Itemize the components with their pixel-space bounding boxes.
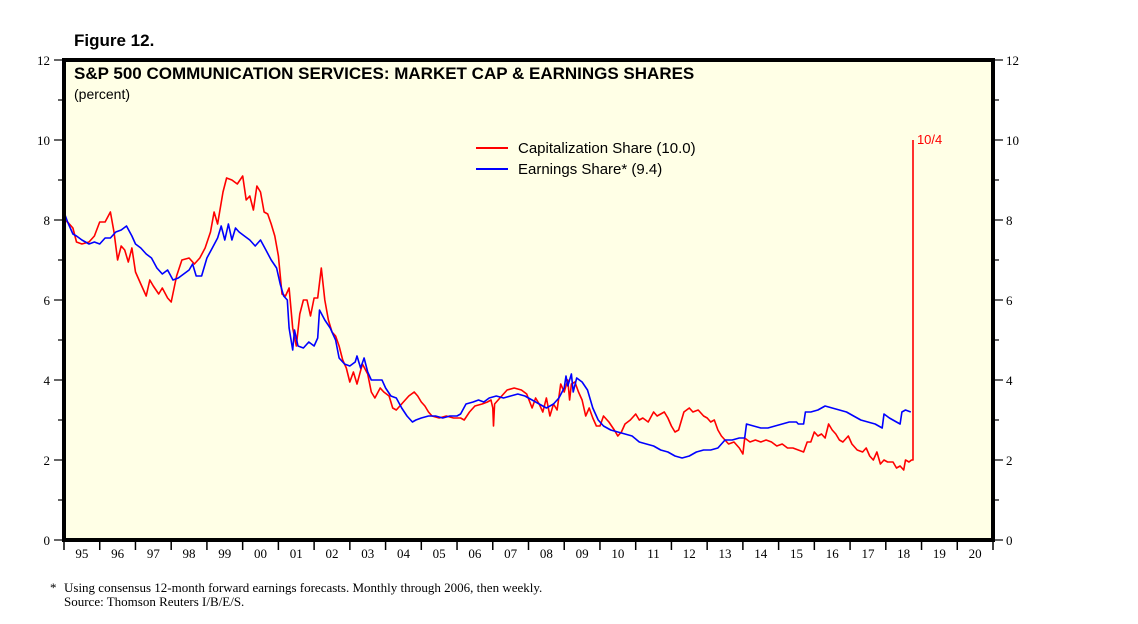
y-tick-label-right: 12 <box>1006 53 1019 68</box>
x-tick-label: 16 <box>826 546 840 561</box>
y-tick-label-left: 0 <box>44 533 51 548</box>
chart-title: S&P 500 COMMUNICATION SERVICES: MARKET C… <box>74 64 694 83</box>
y-tick-label-left: 12 <box>37 53 50 68</box>
x-tick-label: 01 <box>290 546 303 561</box>
x-tick-label: 02 <box>325 546 338 561</box>
chart-subtitle: (percent) <box>74 86 130 102</box>
legend-label-earnings: Earnings Share* (9.4) <box>518 161 662 178</box>
y-tick-label-right: 2 <box>1006 453 1013 468</box>
plot-background <box>64 60 993 540</box>
footnote-source: Source: Thomson Reuters I/B/E/S. <box>64 594 245 609</box>
footnote-marker: * <box>50 580 57 595</box>
figure-label: Figure 12. <box>74 31 155 50</box>
x-tick-label: 11 <box>647 546 660 561</box>
x-tick-label: 95 <box>75 546 88 561</box>
x-tick-label: 15 <box>790 546 803 561</box>
y-tick-label-left: 10 <box>37 133 50 148</box>
x-tick-label: 00 <box>254 546 267 561</box>
y-tick-label-left: 8 <box>44 213 51 228</box>
y-axis-right: 0 2 4 6 8 10 12 <box>993 53 1019 548</box>
legend-label-capitalization: Capitalization Share (10.0) <box>518 140 696 157</box>
annotation-date-label: 10/4 <box>917 132 942 147</box>
x-tick-label: 03 <box>361 546 374 561</box>
x-tick-label: 04 <box>397 546 411 561</box>
x-tick-label: 09 <box>576 546 589 561</box>
x-tick-label: 06 <box>468 546 482 561</box>
footnote: * Using consensus 12-month forward earnin… <box>50 581 542 609</box>
series-line-earnings-share <box>63 211 912 459</box>
y-axis-left: 0 2 4 6 8 10 12 <box>37 53 64 548</box>
y-tick-label-left: 2 <box>44 453 51 468</box>
y-tick-label-left: 6 <box>44 293 51 308</box>
y-tick-label-right: 0 <box>1006 533 1013 548</box>
y-tick-label-right: 10 <box>1006 133 1019 148</box>
footnote-text: Using consensus 12-month forward earning… <box>64 580 543 595</box>
x-tick-label: 14 <box>754 546 768 561</box>
y-tick-label-left: 4 <box>44 373 51 388</box>
x-tick-label: 98 <box>183 546 196 561</box>
footnote-line-1: * Using consensus 12-month forward earnin… <box>50 581 542 595</box>
x-tick-label: 05 <box>433 546 446 561</box>
x-tick-label: 20 <box>969 546 982 561</box>
x-axis: 95 96 97 98 99 00 01 02 03 04 05 06 07 08 09 10 11 12 13 14… <box>63 540 994 561</box>
y-tick-label-right: 8 <box>1006 213 1013 228</box>
x-tick-label: 99 <box>218 546 231 561</box>
x-tick-label: 07 <box>504 546 518 561</box>
y-tick-label-right: 6 <box>1006 293 1013 308</box>
x-tick-label: 10 <box>611 546 624 561</box>
legend: Capitalization Share (10.0) Earnings Sha… <box>476 140 696 178</box>
plot-frame <box>62 58 995 542</box>
x-tick-label: 96 <box>111 546 125 561</box>
x-tick-label: 17 <box>861 546 875 561</box>
x-tick-label: 18 <box>897 546 910 561</box>
x-tick-label: 97 <box>147 546 161 561</box>
x-tick-label: 13 <box>719 546 732 561</box>
x-tick-label: 12 <box>683 546 696 561</box>
series-group <box>63 140 914 471</box>
x-tick-label: 19 <box>933 546 946 561</box>
y-tick-label-right: 4 <box>1006 373 1013 388</box>
x-tick-label: 08 <box>540 546 553 561</box>
series-line-capitalization-share <box>63 140 914 471</box>
